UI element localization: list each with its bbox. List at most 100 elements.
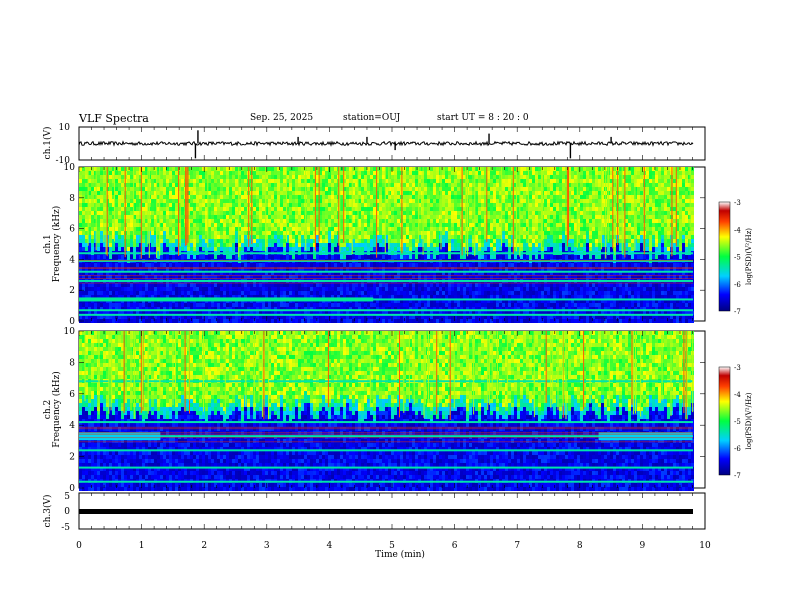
ch1-spheric	[351, 167, 353, 255]
ch2-spheric	[84, 331, 86, 401]
ch1-spheric	[103, 167, 105, 243]
ch1-spheric	[501, 167, 503, 247]
ch1-wave-ytick-label: 10	[59, 123, 71, 133]
ch1-spheric	[318, 167, 320, 242]
ch1-band	[79, 279, 693, 282]
ch2-band	[79, 380, 693, 383]
ch1-spheric	[187, 167, 189, 243]
ch1-band	[79, 309, 693, 312]
ch2-spheric	[661, 331, 663, 401]
ch2-spheric	[133, 331, 135, 419]
ch1-colorbar-label: log(PSD)(V²/Hz)	[745, 228, 753, 285]
ch1-spheric	[566, 167, 568, 247]
ch1-spheric	[614, 167, 616, 255]
ch2-spheric	[188, 331, 190, 401]
ch2-spheric	[453, 331, 455, 409]
ch2-spheric	[98, 331, 100, 415]
ch1-spheric	[401, 167, 403, 254]
ch1-spheric	[486, 167, 488, 242]
x-tick-label: 3	[264, 541, 270, 551]
ch2-band	[79, 435, 693, 438]
ch1-ytick-label: 0	[69, 317, 75, 327]
x-tick-label: 0	[76, 541, 82, 551]
x-tick-label: 10	[699, 541, 711, 551]
ch1-ytick-label: 8	[69, 194, 75, 204]
ch2-spheric	[632, 331, 634, 415]
ch1-spheric	[338, 167, 340, 246]
ch2-tone	[79, 437, 693, 439]
ch1-spheric	[248, 167, 250, 247]
ch2-spheric	[692, 331, 694, 413]
date-label: Sep. 25, 2025	[250, 113, 314, 123]
ch2-spheric	[473, 331, 475, 415]
ch1-spheric	[461, 167, 463, 256]
ch2-spheric	[685, 331, 687, 420]
ch1-spheric	[541, 167, 543, 241]
ch1-spheric	[376, 167, 378, 258]
ch1-spheric	[133, 167, 135, 242]
ch2-spheric	[608, 331, 610, 407]
ch2-spheric	[408, 331, 410, 403]
ch1-spheric	[617, 167, 619, 245]
ch1-colorbar-tick-label: -6	[734, 281, 741, 289]
ch2-spheric	[245, 331, 247, 407]
ch2-tone	[79, 428, 693, 430]
ch2-spheric	[253, 331, 255, 412]
ch2-spheric	[545, 331, 547, 403]
ch1-spheric	[422, 167, 424, 255]
ch1-spheric	[156, 167, 158, 258]
ch1-spheric	[207, 167, 209, 248]
ch2-spheric	[159, 331, 161, 403]
x-tick-label: 6	[452, 541, 458, 551]
ch2-ytick-label: 10	[64, 327, 76, 337]
ch1-spheric	[689, 167, 691, 245]
ch1-spheric	[105, 167, 107, 255]
ch1-wave-ytick-label: -10	[56, 156, 71, 166]
ch1-spheric	[466, 167, 468, 250]
x-tick-label: 9	[640, 541, 646, 551]
ch1-spheric	[624, 167, 626, 258]
ch2-ylabel: ch.2	[43, 400, 53, 419]
x-tick-label: 8	[577, 541, 583, 551]
ch2-spheric	[413, 331, 415, 405]
ch2-tone	[79, 433, 693, 435]
ch1-waveform-trace	[78, 140, 694, 147]
ch2-spheric	[261, 331, 263, 417]
ch1-spectrogram-panel	[78, 166, 706, 323]
ch1-spheric	[621, 167, 623, 254]
ch1-spheric	[612, 167, 614, 249]
ch1-spheric	[147, 167, 149, 245]
ch2-spheric	[399, 331, 400, 418]
start-time-label: start UT = 8 : 20 : 0	[437, 113, 529, 123]
ch1-spheric	[314, 167, 316, 251]
station-label: station=OUJ	[343, 113, 401, 123]
ch2-spectrogram-panel	[78, 330, 706, 491]
x-axis-label: Time (min)	[375, 549, 425, 560]
ch2-spheric	[175, 331, 176, 406]
ch2-spheric	[224, 331, 226, 415]
ch1-colorbar-tick-label: -3	[734, 199, 741, 207]
ch2-spheric	[140, 331, 142, 413]
ch2-spheric	[327, 331, 329, 408]
ch1-spheric	[600, 167, 602, 250]
ch1-spheric	[528, 167, 529, 247]
ch2-spheric	[108, 331, 110, 414]
ch2-spheric	[123, 331, 125, 414]
ch2-colorbar-label: log(PSD)(V²/Hz)	[745, 392, 753, 449]
ch1-waveform-panel	[78, 126, 706, 161]
ch3-waveform-panel	[78, 492, 706, 530]
ch2-strong-band	[598, 432, 693, 441]
ch2-ytick-label: 8	[69, 358, 75, 368]
ch2-band	[79, 449, 693, 452]
ch1-spheric	[140, 167, 142, 259]
ch2-tone	[79, 441, 693, 443]
ch2-ytick-label: 6	[69, 390, 75, 400]
ch2-ytick-label: 4	[69, 421, 75, 431]
ch2-spheric	[670, 331, 672, 417]
ch1-spheric	[384, 167, 386, 253]
ch3-wave-ylabel: ch.3(V)	[42, 495, 53, 528]
x-tick-label: 1	[139, 541, 145, 551]
ch2-spheric	[562, 331, 564, 406]
ch2-spheric	[111, 331, 113, 404]
ch2-ytick-label: 2	[69, 453, 75, 463]
